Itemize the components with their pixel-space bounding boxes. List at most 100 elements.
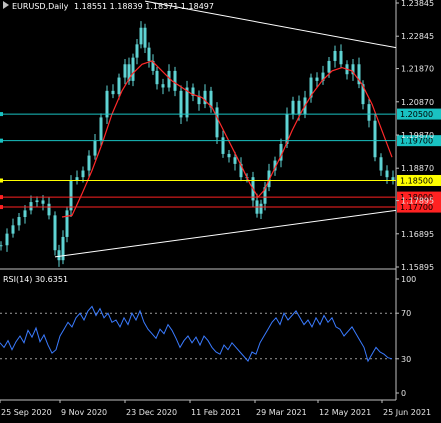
candle-body bbox=[155, 70, 159, 85]
price-level-label-bg bbox=[397, 201, 441, 213]
price-tick-label: 1.21870 bbox=[401, 65, 434, 74]
candle-body bbox=[239, 163, 243, 178]
price-level-label-bg bbox=[397, 108, 441, 120]
candle-body bbox=[53, 215, 57, 251]
candle-body bbox=[297, 100, 301, 115]
candle-body bbox=[361, 84, 365, 105]
candle-body bbox=[185, 87, 189, 118]
candle-body bbox=[221, 137, 225, 154]
price-tick-label: 1.22845 bbox=[401, 32, 434, 41]
price-tick-label: 1.19870 bbox=[401, 131, 434, 140]
support-trendline[interactable] bbox=[54, 209, 397, 258]
candle-body bbox=[373, 120, 377, 158]
candle-body bbox=[99, 117, 103, 141]
candles-group bbox=[0, 21, 395, 267]
candle-body bbox=[291, 100, 295, 115]
candle-body bbox=[57, 250, 61, 261]
chart-menu-icon[interactable] bbox=[3, 1, 9, 9]
candle-body bbox=[17, 217, 21, 226]
candle-body bbox=[105, 90, 109, 118]
candle-body bbox=[111, 90, 115, 95]
rsi-title: RSI(14) 30.6351 bbox=[3, 275, 68, 284]
resistance-trendline[interactable] bbox=[144, 0, 397, 49]
candle-body bbox=[391, 177, 395, 181]
candle-body bbox=[87, 155, 91, 171]
candle-body bbox=[0, 245, 3, 247]
rsi-tick-label: 30 bbox=[401, 355, 411, 364]
candle-body bbox=[209, 90, 213, 108]
candle-body bbox=[215, 107, 219, 138]
candle-body bbox=[315, 77, 319, 81]
candle-body bbox=[47, 203, 51, 216]
rsi-tick-label: 0 bbox=[401, 389, 406, 398]
candle-body bbox=[203, 90, 207, 105]
candle-body bbox=[23, 210, 27, 218]
candle-body bbox=[123, 64, 127, 78]
candle-body bbox=[139, 27, 143, 45]
candle-body bbox=[135, 44, 139, 58]
candle-body bbox=[65, 210, 69, 237]
rsi-line bbox=[0, 305, 393, 363]
candle-body bbox=[379, 157, 383, 171]
candle-body bbox=[339, 50, 343, 65]
candle-body bbox=[233, 157, 237, 164]
candle-body bbox=[167, 70, 171, 88]
price-tick-label: 1.16895 bbox=[401, 230, 434, 239]
price-tick-label: 1.17895 bbox=[401, 197, 434, 206]
time-tick-label: 12 May 2021 bbox=[319, 408, 371, 417]
candle-body bbox=[61, 236, 65, 261]
chart-ohlc-values: 1.18551 1.18839 1.18371 1.18497 bbox=[74, 2, 214, 11]
candle-body bbox=[93, 140, 97, 156]
candle-body bbox=[273, 160, 277, 171]
price-level-label-bg bbox=[397, 174, 441, 186]
candle-body bbox=[191, 87, 195, 96]
candle-body bbox=[11, 225, 15, 234]
moving-average-line bbox=[61, 60, 393, 218]
candle-body bbox=[81, 170, 85, 178]
candle-body bbox=[227, 153, 231, 158]
candle-body bbox=[143, 27, 147, 48]
price-level-marker bbox=[0, 138, 3, 143]
candle-body bbox=[385, 170, 389, 178]
candle-body bbox=[41, 200, 45, 204]
price-tick-label: 1.18870 bbox=[401, 164, 434, 173]
price-level-label: 1.19700 bbox=[400, 137, 433, 146]
time-tick-label: 29 Mar 2021 bbox=[256, 408, 307, 417]
candle-body bbox=[151, 60, 155, 71]
price-level-label-bg bbox=[397, 191, 441, 203]
price-tick-label: 1.20870 bbox=[401, 98, 434, 107]
candle-body bbox=[357, 64, 361, 85]
chart-symbol-timeframe: EURUSD,Daily bbox=[12, 2, 69, 11]
price-tick-label: 1.23845 bbox=[401, 0, 434, 8]
candle-body bbox=[147, 47, 151, 61]
candle-body bbox=[75, 177, 79, 181]
price-level-label: 1.18500 bbox=[400, 176, 433, 185]
candle-body bbox=[35, 200, 39, 203]
candle-body bbox=[367, 104, 371, 121]
price-level-label: 1.20500 bbox=[400, 110, 433, 119]
candle-body bbox=[263, 187, 267, 204]
candle-body bbox=[309, 77, 313, 98]
candle-body bbox=[179, 90, 183, 118]
candle-body bbox=[197, 95, 201, 105]
price-level-label: 1.17700 bbox=[400, 203, 433, 212]
candle-body bbox=[29, 202, 33, 211]
candle-body bbox=[161, 84, 165, 88]
price-level-label: 1.18000 bbox=[400, 193, 433, 202]
price-level-marker bbox=[0, 178, 3, 183]
time-tick-label: 23 Dec 2020 bbox=[126, 408, 177, 417]
candle-body bbox=[285, 114, 289, 144]
price-tick-label: 1.15895 bbox=[401, 263, 434, 272]
candle-body bbox=[117, 77, 121, 95]
candle-body bbox=[173, 70, 177, 91]
candle-body bbox=[279, 143, 283, 161]
price-level-marker bbox=[0, 205, 3, 210]
price-level-marker bbox=[0, 195, 3, 200]
candle-body bbox=[321, 72, 325, 81]
candle-body bbox=[127, 64, 131, 81]
candle-body bbox=[131, 57, 135, 81]
candle-body bbox=[333, 50, 337, 61]
rsi-tick-label: 100 bbox=[401, 275, 416, 284]
